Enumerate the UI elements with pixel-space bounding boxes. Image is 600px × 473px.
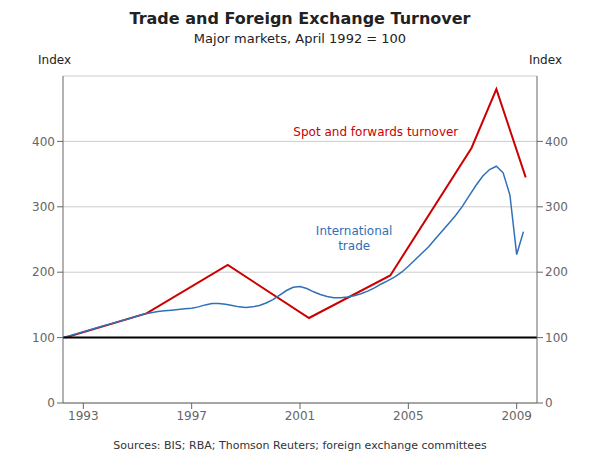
svg-text:2001: 2001: [285, 409, 316, 423]
html-text:Index: Index: [529, 53, 562, 67]
svg-text:2005: 2005: [393, 409, 424, 423]
svg-text:200: 200: [545, 265, 568, 279]
svg-text:300: 300: [32, 200, 55, 214]
svg-text:0: 0: [545, 396, 553, 410]
svg-text:100: 100: [32, 331, 55, 345]
svg-text:2009: 2009: [501, 409, 532, 423]
html-text:Index: Index: [38, 53, 71, 67]
svg-text:200: 200: [32, 265, 55, 279]
svg-text:0: 0: [47, 396, 55, 410]
html-text:Trade and Foreign Exchange Tur: Trade and Foreign Exchange Turnover: [129, 9, 471, 28]
svg-text:1993: 1993: [68, 409, 99, 423]
html-text:Sources: BIS; RBA; Thomson Reu: Sources: BIS; RBA; Thomson Reuters; fore…: [113, 439, 487, 452]
svg-text:Spot and forwards turnover: Spot and forwards turnover: [293, 125, 458, 139]
html-text:Major markets, April 1992 = 10: Major markets, April 1992 = 100: [193, 31, 407, 46]
svg-text:Internationaltrade: Internationaltrade: [316, 224, 393, 253]
svg-text:1997: 1997: [176, 409, 207, 423]
svg-text:400: 400: [545, 135, 568, 149]
svg-text:100: 100: [545, 331, 568, 345]
svg-text:300: 300: [545, 200, 568, 214]
svg-text:400: 400: [32, 135, 55, 149]
